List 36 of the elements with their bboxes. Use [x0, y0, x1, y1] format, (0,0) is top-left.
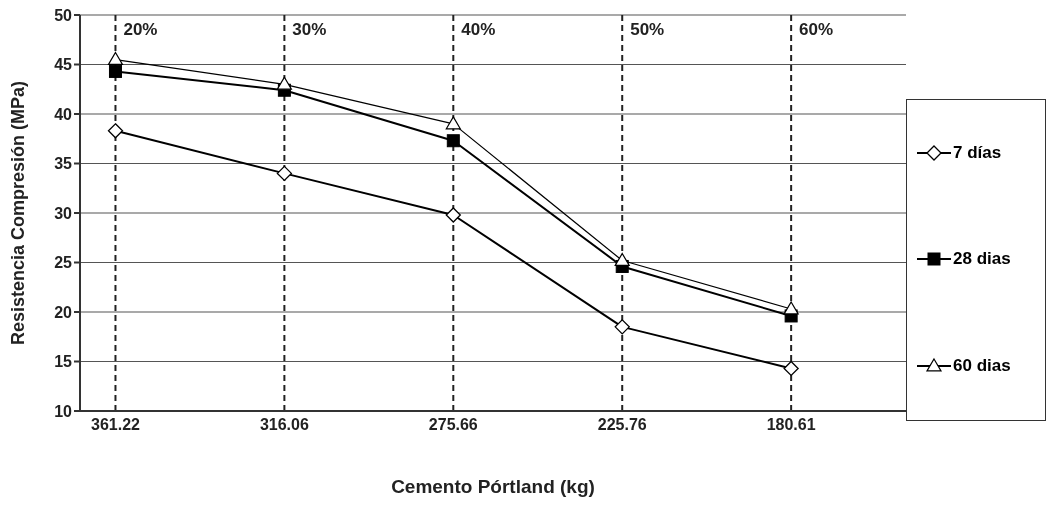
x-axis-title: Cemento Pórtland (kg) [391, 476, 595, 497]
ref-line-label: 20% [123, 20, 158, 40]
y-tick-label: 30 [54, 204, 73, 222]
point [445, 116, 461, 130]
y-tick-label: 45 [54, 56, 73, 74]
legend-label: 60 dias [953, 356, 1011, 377]
x-tick-label: 361.22 [91, 416, 141, 434]
legend-label: 28 dias [953, 249, 1011, 270]
point [276, 165, 293, 182]
ref-line-label: 60% [799, 20, 834, 40]
x-tick-label: 225.76 [597, 416, 647, 434]
x-tick-label: 180.61 [766, 416, 816, 434]
point [614, 252, 630, 267]
x-tick-label: 316.06 [259, 416, 309, 434]
point [446, 134, 460, 148]
point [108, 64, 122, 78]
y-tick-label: 20 [54, 303, 73, 321]
point [614, 319, 630, 335]
y-tick-label: 35 [54, 155, 73, 173]
point [783, 301, 799, 315]
point [445, 207, 461, 223]
y-tick-label: 40 [54, 105, 73, 123]
y-axis-title: Resistencia Compresión (MPa) [8, 80, 29, 346]
x-tick-label: 275.66 [428, 416, 478, 434]
point [107, 51, 124, 66]
point [783, 360, 799, 377]
point [107, 123, 124, 139]
point [276, 76, 292, 90]
ref-line-label: 30% [292, 20, 327, 40]
y-tick-label: 50 [54, 6, 73, 24]
y-tick-label: 15 [54, 353, 73, 371]
legend-label: 7 días [953, 142, 1002, 163]
ref-line-label: 50% [630, 20, 665, 40]
ref-line-label: 40% [461, 20, 496, 40]
y-tick-label: 25 [54, 254, 73, 272]
y-tick-label: 10 [54, 402, 73, 420]
